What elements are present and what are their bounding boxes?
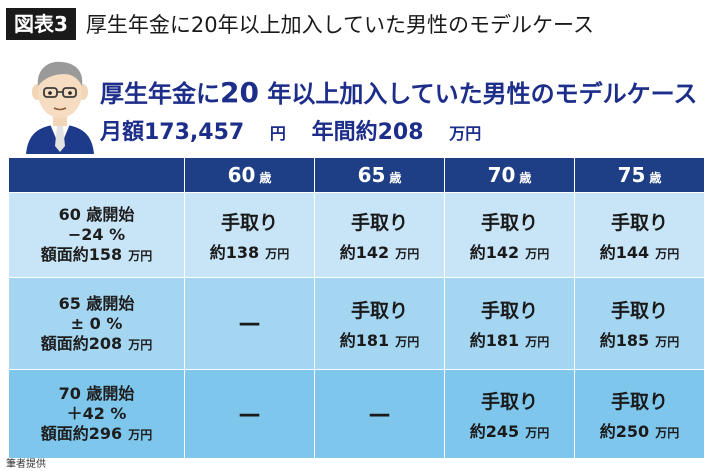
table-cell: 手取り 約250 万円 — [574, 369, 705, 459]
row-start: 60 歳開始 — [58, 205, 135, 224]
row-header: 65 歳開始 ± 0 % 額面約208 万円 — [8, 277, 185, 370]
table-cell: 手取り 約142 万円 — [314, 192, 445, 278]
row-face-amount: 額面約296 — [40, 424, 123, 443]
row-face-amount: 額面約158 — [40, 245, 123, 264]
row-rate: ± 0 % — [70, 313, 123, 333]
monthly-unit: 円 — [269, 124, 286, 143]
headline-post: 年以上加入していた男性のモデルケース — [258, 80, 698, 108]
row-rate: ＋42 % — [66, 404, 127, 423]
image-credit: 筆者提供 — [6, 459, 46, 470]
figure-badge: 図表3 — [6, 8, 76, 40]
dash-mark: — — [238, 311, 261, 336]
row-header: 60 歳開始 −24 % 額面約158 万円 — [8, 192, 185, 278]
figure-header: 図表3 厚生年金に20年以上加入していた男性のモデルケース — [6, 4, 706, 44]
table-cell: — — [184, 369, 315, 459]
man-illustration-icon — [26, 61, 94, 154]
row-rate: −24 % — [67, 225, 126, 244]
table-corner — [8, 157, 185, 193]
table-cell: 手取り 約181 万円 — [314, 277, 445, 370]
table-cell: 手取り 約138 万円 — [184, 192, 315, 278]
dash-mark: — — [368, 401, 391, 427]
annual-unit: 万円 — [449, 124, 482, 143]
table-cell: 手取り 約245 万円 — [444, 369, 575, 459]
table-cell: 手取り 約181 万円 — [444, 277, 575, 370]
pension-table: 60 歳 65 歳 70 歳 75 歳 60 歳開始 −24 % 額面約158 万円 手取… — [8, 157, 705, 459]
row-face-amount: 額面約208 — [40, 333, 123, 353]
monthly-amount: 月額173,457 — [100, 120, 245, 145]
row-start: 70 歳開始 — [58, 384, 135, 403]
headline-pre: 厚生年金に — [100, 80, 220, 108]
table-cell: 手取り 約142 万円 — [444, 192, 575, 278]
dash-mark: — — [238, 401, 261, 427]
table-row: 70 歳開始 ＋42 % 額面約296 万円 — — 手取り 約245 万円 手取り… — [8, 369, 705, 459]
table-row: 60 歳開始 −24 % 額面約158 万円 手取り 約138 万円 手取り 約14… — [8, 192, 705, 278]
column-header: 65 歳 — [314, 157, 445, 193]
row-header: 70 歳開始 ＋42 % 額面約296 万円 — [8, 369, 185, 459]
table-cell: — — [314, 369, 445, 459]
headline-amounts: 月額173,457 円 年間約208 万円 — [100, 114, 481, 146]
headline-years: 20 — [220, 76, 259, 109]
column-header: 60 歳 — [184, 157, 315, 193]
table-cell: — — [184, 277, 315, 370]
headline-title: 厚生年金に20 年以上加入していた男性のモデルケース — [100, 74, 697, 109]
column-header: 70 歳 — [444, 157, 575, 193]
table-cell: 手取り 約144 万円 — [574, 192, 705, 278]
table-row: 65 歳開始 ± 0 % 額面約208 万円 — 手取り 約181 万円 手取り 約… — [8, 277, 705, 370]
table-cell: 手取り 約185 万円 — [574, 277, 705, 370]
table-header-row: 60 歳 65 歳 70 歳 75 歳 — [8, 157, 705, 193]
column-header: 75 歳 — [574, 157, 705, 193]
figure-title: 厚生年金に20年以上加入していた男性のモデルケース — [85, 13, 594, 37]
row-start: 65 歳開始 — [58, 293, 135, 313]
annual-amount: 年間約208 — [311, 120, 424, 145]
